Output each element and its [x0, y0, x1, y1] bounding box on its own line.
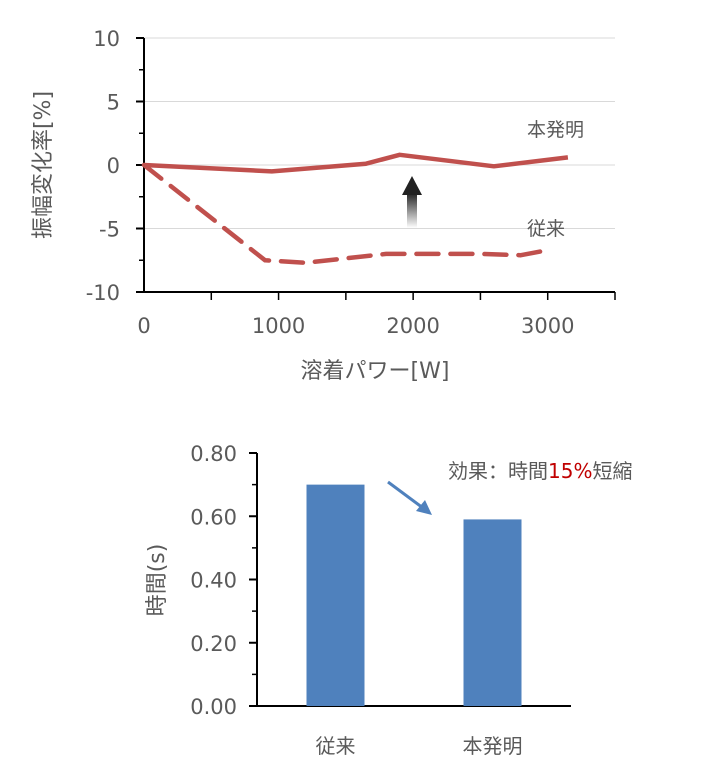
line-chart-x-tick-label: 2000 [386, 314, 439, 338]
bar-chart: 0.00 0.20 0.40 0.60 0.80 従来 本発明 効果：時間15%短縮 時間… [145, 442, 632, 758]
bar-category-label: 本発明 [463, 734, 523, 758]
bar-chart-y-tick-label: 0.00 [190, 695, 237, 719]
line-chart-y-tick-label: -10 [86, 281, 120, 305]
line-chart-y-tick-label: 10 [93, 27, 120, 51]
bar-chart-y-tick-label: 0.60 [190, 505, 237, 529]
series-label-invention: 本発明 [527, 119, 584, 141]
bar-chart-y-tick-label: 0.20 [190, 632, 237, 656]
line-series-conventional [141, 162, 550, 266]
reduction-arrow [387, 480, 432, 515]
bar-chart-y-axis-label: 時間(s) [145, 544, 170, 617]
effect-annotation-prefix: 効果：時間 [448, 459, 548, 483]
bar-chart-ticks: 0.00 0.20 0.40 0.60 0.80 [190, 442, 257, 719]
line-chart-y-tick-label: 5 [107, 91, 120, 115]
bar-category-label: 従来 [316, 734, 356, 758]
line-chart-ticks: 10 5 0 -5 -10 0 1000 2000 3000 [86, 27, 616, 338]
bar-invention [463, 519, 522, 706]
series-label-conventional: 従来 [527, 218, 565, 240]
effect-annotation-highlight: 15% [548, 459, 592, 483]
line-chart-y-axis-label: 振幅変化率[%] [31, 91, 56, 239]
line-chart-series [141, 152, 569, 266]
line-chart-y-tick-label: 0 [107, 154, 120, 178]
bar-conventional [306, 484, 365, 706]
bar-chart-y-tick-label: 0.40 [190, 569, 237, 593]
line-chart-x-tick-label: 3000 [521, 314, 574, 338]
improvement-arrow [402, 176, 422, 228]
line-chart-y-tick-label: -5 [99, 218, 120, 242]
line-chart-x-tick-label: 0 [137, 314, 150, 338]
line-chart: 10 5 0 -5 -10 0 1000 2000 3000 本発明 従来 溶着パワー[W] 振… [31, 27, 616, 384]
effect-annotation-suffix: 短縮 [592, 459, 632, 483]
bar-chart-y-tick-label: 0.80 [190, 442, 237, 466]
line-chart-x-tick-label: 1000 [252, 314, 305, 338]
line-chart-x-axis-label: 溶着パワー[W] [301, 359, 450, 384]
effect-annotation: 効果：時間15%短縮 [448, 459, 632, 483]
line-series-invention [143, 152, 569, 174]
bar-chart-bars: 従来 本発明 [306, 484, 523, 758]
